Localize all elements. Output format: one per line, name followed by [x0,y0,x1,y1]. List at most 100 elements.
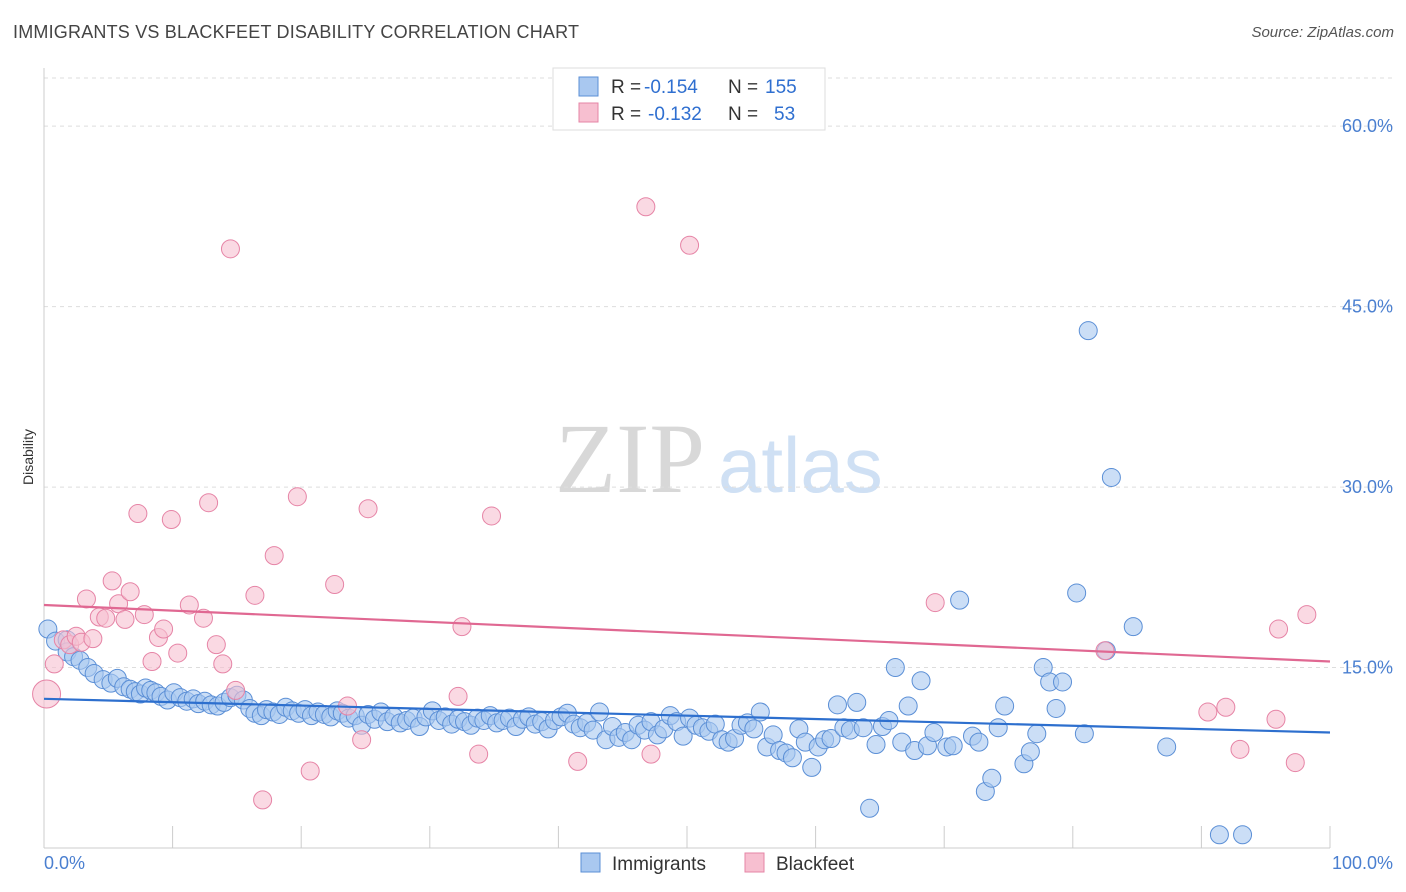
immigrant-point [744,719,764,739]
immigrant-point [847,692,867,712]
immigrant-point [1027,724,1047,744]
blackfeet-point [76,589,96,609]
immigrant-point [1046,698,1066,718]
blackfeet-point [641,744,661,764]
legend-swatch-blackfeet [578,102,599,123]
blackfeet-point [102,571,122,591]
blackfeet-point [264,546,284,566]
legend-n-value: 53 [774,104,795,125]
blackfeet-point [1266,709,1286,729]
blackfeet-point [168,643,188,663]
blackfeet-point [287,487,307,507]
blackfeet-point [226,680,246,700]
immigrant-point [982,768,1002,788]
y-tick-labels: 15.0% 30.0% 45.0% 60.0% [1342,116,1393,677]
source-label: Source: ZipAtlas.com [1251,24,1394,41]
blackfeet-point [213,654,233,674]
legend-r-value: -0.132 [648,104,702,125]
immigrant-point [969,732,989,752]
bottom-legend-swatch-immigrants [580,852,601,873]
blackfeet-point [352,730,372,750]
immigrant-point [950,590,970,610]
blackfeet-point [206,635,226,655]
immigrant-point [853,718,873,738]
immigrant-point [1067,583,1087,603]
legend-n-value: 155 [765,77,797,98]
y-tick-label: 60.0% [1342,116,1393,136]
y-axis-label: Disability [20,429,36,485]
blackfeet-point [925,593,945,613]
blackfeet-point [680,235,700,255]
blackfeet-point [1297,605,1317,625]
immigrant-point [1101,467,1121,487]
blackfeet-point [568,751,588,771]
blackfeet-point [115,609,135,629]
blackfeet-point [1285,753,1305,773]
blackfeet-point [1269,619,1289,639]
bottom-legend-immigrants: Immigrants [612,854,706,875]
immigrant-point [1209,825,1229,845]
blackfeet-trend-line [43,603,1331,663]
immigrant-point [995,696,1015,716]
gridlines [44,77,1393,669]
blackfeet-point [482,506,502,526]
chart-title: IMMIGRANTS VS BLACKFEET DISABILITY CORRE… [13,22,580,42]
immigrant-point [1233,825,1253,845]
immigrant-point [827,695,847,715]
immigrant-point [782,748,802,768]
blackfeet-point [44,654,64,674]
immigrant-point [583,720,603,740]
immigrant-point [1123,617,1143,637]
immigrants-points [38,321,1253,845]
blackfeet-point [161,510,181,530]
watermark-atlas: atlas [718,421,883,509]
x-tick-min: 0.0% [44,853,85,873]
series-legend: Immigrants Blackfeet [580,852,855,875]
immigrant-point [1157,737,1177,757]
immigrant-point [988,718,1008,738]
blackfeet-point [96,608,116,628]
immigrant-point [673,726,693,746]
immigrant-point [898,696,918,716]
blackfeet-point [154,619,174,639]
blackfeet-point [1198,702,1218,722]
legend-swatch-immigrants [578,76,599,97]
immigrant-point [1053,672,1073,692]
bottom-legend-swatch-blackfeet [744,852,765,873]
immigrant-point [924,723,944,742]
blackfeet-point [142,652,162,672]
blackfeet-point [253,790,273,810]
immigrant-point [866,735,886,755]
immigrant-point [1078,321,1098,341]
axes [43,68,1331,849]
blackfeet-point [32,679,62,709]
x-tick-max: 100.0% [1332,853,1393,873]
watermark-zip: ZIP [555,403,705,514]
y-tick-label: 15.0% [1342,658,1393,678]
blackfeet-point [245,585,265,605]
y-tick-label: 45.0% [1342,297,1393,317]
blackfeet-point [1216,697,1236,717]
blackfeet-point [128,504,148,524]
legend-n-label: N = [728,77,758,98]
blackfeet-point [358,499,378,519]
legend-r-label: R = [611,104,641,125]
blackfeet-point [452,617,472,637]
immigrant-point [911,671,931,691]
blackfeet-point [199,493,219,513]
immigrant-point [1020,742,1040,762]
immigrant-point [590,702,610,722]
immigrant-point [821,729,841,749]
legend-r-label: R = [611,77,641,98]
blackfeet-point [636,197,656,217]
bottom-legend-blackfeet: Blackfeet [776,854,855,875]
blackfeet-point [325,575,345,595]
trend-lines [43,603,1331,734]
blackfeet-point [193,608,213,628]
stats-legend: R = -0.154 N = 155 R = -0.132 N = 53 [552,67,826,131]
blackfeet-point [1230,739,1250,759]
blackfeet-point [448,686,468,706]
y-tick-label: 30.0% [1342,477,1393,497]
immigrant-point [802,757,822,777]
